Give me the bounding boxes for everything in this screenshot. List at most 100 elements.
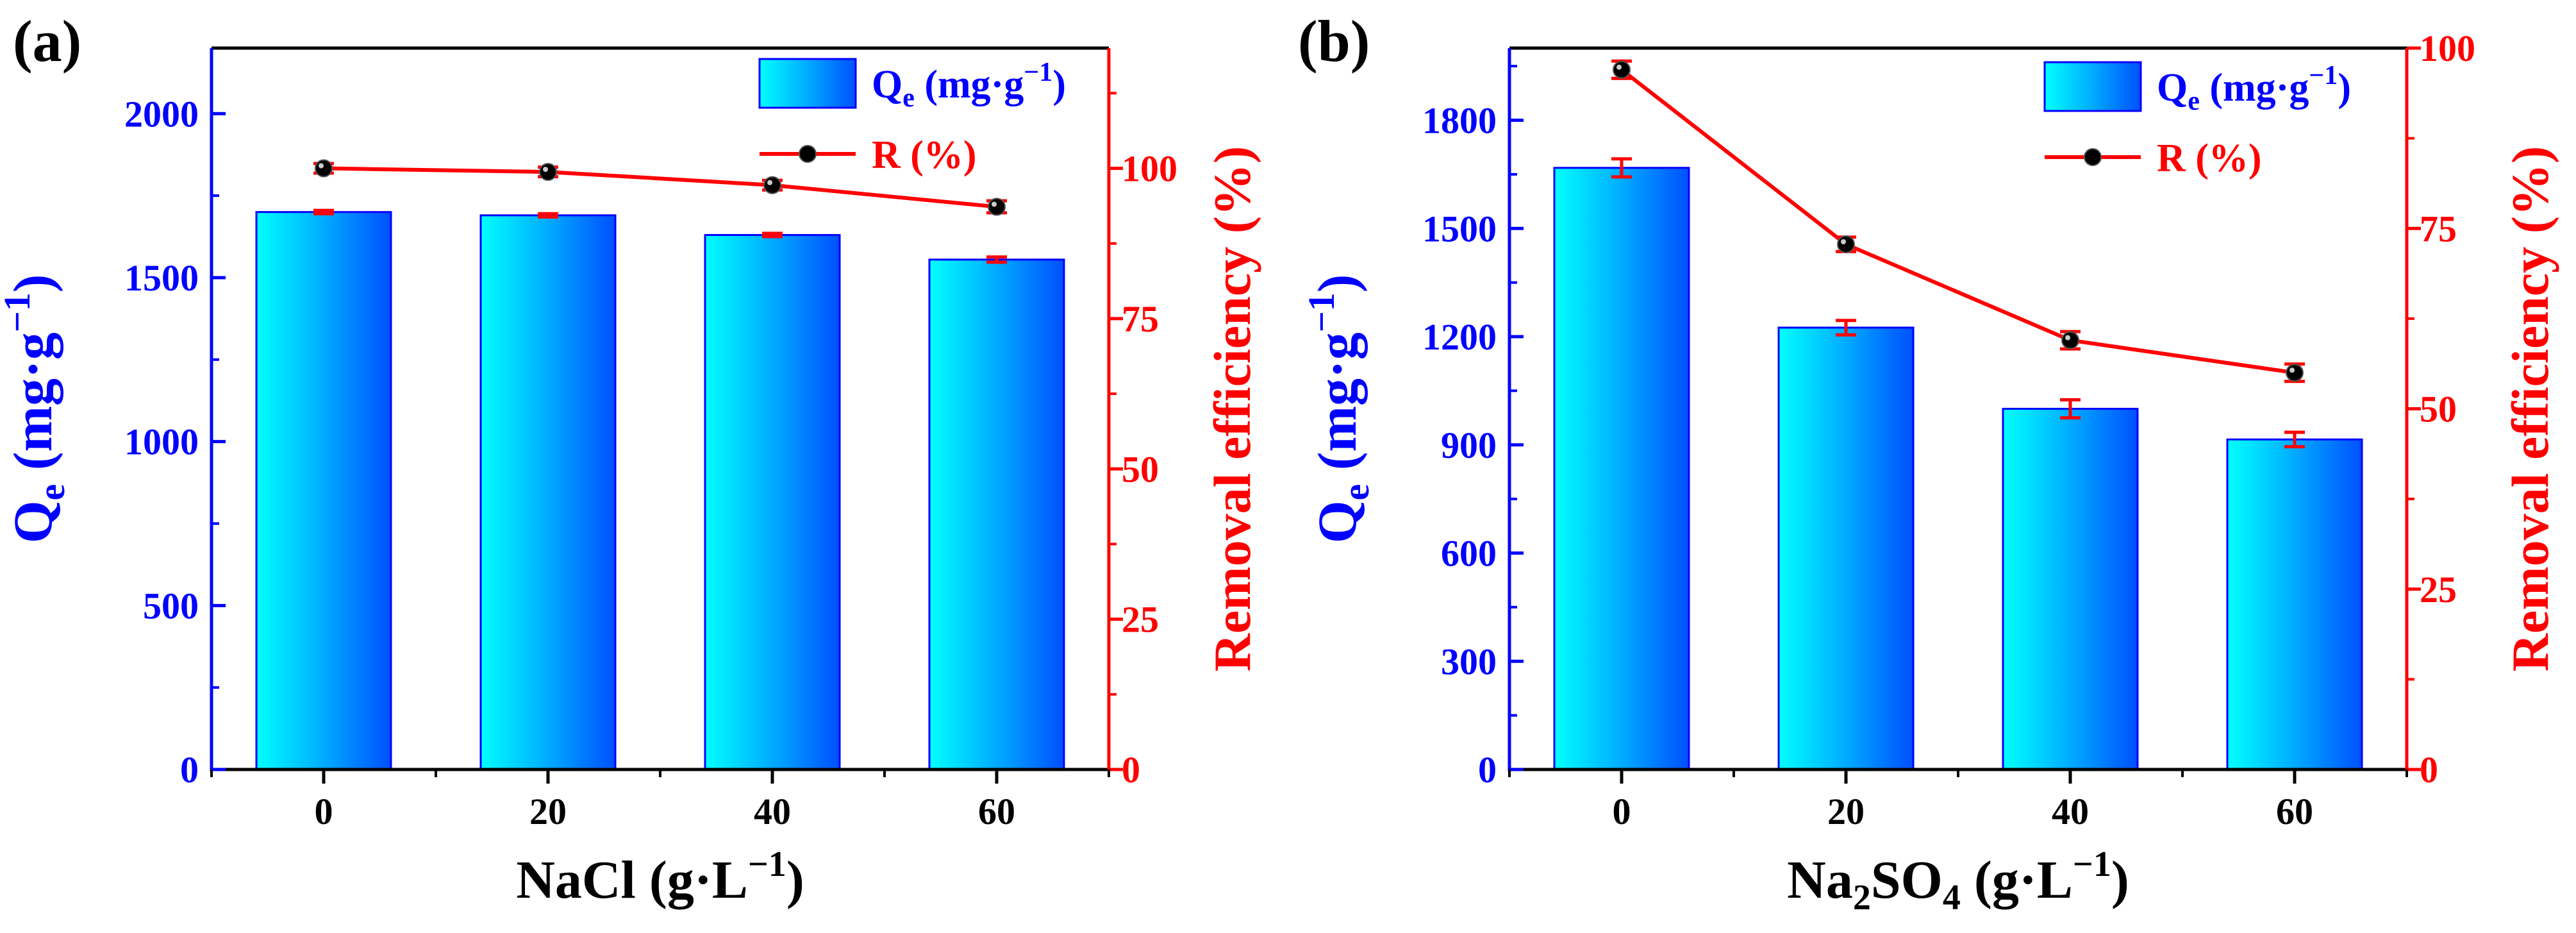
line-point [763, 176, 781, 194]
right-tick-label: 0 [1122, 749, 1140, 791]
x-axis-title: NaCl (g·L−1) [516, 845, 804, 910]
right-tick-label: 50 [1122, 448, 1159, 490]
left-tick-label: 1200 [1422, 316, 1497, 358]
right-tick-label: 75 [1122, 298, 1159, 340]
legend-bar-label-sub: e [902, 83, 915, 113]
x-tick-label: 40 [754, 791, 791, 832]
legend-bar-label-part: ) [2338, 66, 2351, 110]
line-point-highlight [1841, 239, 1846, 244]
left-tick-label: 1800 [1422, 100, 1497, 142]
y-axis-title-part: (mg·g [1306, 332, 1368, 483]
legend-bar-label-part: ) [1052, 63, 1066, 106]
x-tick-label: 60 [978, 791, 1015, 832]
legend-bar-label-part: (mg·g [2200, 66, 2309, 110]
legend-bar-label-part: Q [2157, 66, 2188, 110]
x-tick-label: 60 [2276, 791, 2313, 832]
legend-bar-label-sub: e [2188, 87, 2200, 116]
left-tick-label: 500 [143, 585, 199, 626]
line-point-highlight [1616, 64, 1622, 70]
right-tick-label: 100 [2420, 28, 2475, 69]
x-tick-label: 0 [1613, 791, 1631, 832]
legend-bar-swatch [2043, 61, 2142, 112]
x-tick-label: 20 [1827, 791, 1865, 832]
line-point-highlight [543, 167, 548, 172]
left-tick-label: 1500 [1422, 208, 1497, 249]
legend-bar-label-part: (mg·g [915, 63, 1024, 106]
x-axis-title-part: NaCl (g·L [516, 850, 748, 910]
line-point [539, 163, 557, 181]
left-tick-label: 0 [180, 749, 199, 791]
legend-bar-label-sup: −1 [1024, 58, 1052, 87]
y-axis-title-sup: −1 [0, 292, 38, 332]
y-axis-title-sup: −1 [1300, 292, 1342, 332]
bar [1553, 167, 1690, 771]
x-axis-title-part: (g·L [1961, 850, 2073, 910]
bar [928, 258, 1065, 771]
line-point [1837, 235, 1855, 253]
line-point [2286, 364, 2304, 382]
right-tick-label: 50 [2420, 389, 2457, 430]
bar [1777, 326, 1915, 771]
line-point [988, 198, 1006, 216]
y-axis-title-right: Removal efficiency (%) [2501, 146, 2559, 672]
x-axis-title-part: ) [786, 850, 804, 910]
bar [479, 214, 617, 771]
bar-error-bar [986, 255, 1007, 264]
bar [2002, 408, 2139, 771]
left-tick-label: 2000 [124, 93, 199, 135]
bar [704, 233, 841, 771]
right-tick-label: 25 [1122, 599, 1159, 641]
legend-line-label: R (%) [872, 133, 977, 177]
legend-bar-swatch [758, 58, 857, 109]
x-axis-title-sub: 4 [1943, 878, 1961, 918]
legend-line-marker [799, 145, 817, 163]
left-tick-label: 0 [1478, 749, 1497, 791]
bar-error-bar [762, 231, 783, 239]
x-axis-title: Na2SO4 (g·L−1) [1787, 845, 2129, 918]
y-axis-title-part: ) [1306, 274, 1368, 293]
x-tick-label: 0 [315, 791, 333, 832]
left-tick-label: 1500 [124, 257, 199, 299]
x-axis-title-sup: −1 [2073, 845, 2111, 884]
legend-line-marker [2084, 148, 2102, 166]
bar-error-bar [313, 208, 334, 215]
legend-line-label: R (%) [2157, 137, 2262, 180]
left-tick-label: 600 [1441, 533, 1497, 575]
line-point-highlight [319, 163, 324, 169]
x-axis-title-sup: −1 [748, 845, 786, 884]
panel-label: (a) [13, 8, 81, 74]
y-axis-title-part: (mg·g [2, 332, 63, 483]
x-axis-title-part: ) [2111, 850, 2129, 910]
y-axis-title-part: Q [2, 501, 63, 544]
x-axis-title-part: Na [1787, 850, 1853, 910]
x-axis-title-part: SO [1871, 850, 1943, 910]
left-tick-label: 900 [1441, 424, 1497, 466]
y-axis-title-right: Removal efficiency (%) [1203, 146, 1261, 672]
bar [255, 211, 392, 771]
x-axis-title-sub: 2 [1853, 878, 1871, 918]
panel-label: (b) [1298, 8, 1370, 74]
line-point-highlight [767, 180, 772, 185]
y-axis-title-sub: e [31, 484, 72, 501]
y-axis-title-part: Q [1306, 501, 1368, 544]
y-axis-title-left: Qe (mg·g−1) [1300, 274, 1377, 544]
bar [2226, 438, 2363, 771]
x-tick-label: 20 [529, 791, 567, 832]
line-point-highlight [992, 201, 997, 207]
line-point [2061, 331, 2079, 349]
bar-error-bar [538, 212, 558, 219]
right-tick-label: 25 [2420, 569, 2457, 610]
bar-error-bar [1611, 157, 1632, 179]
legend-bar-label: Qe (mg·g−1) [872, 58, 1066, 113]
line-series [1620, 68, 2295, 375]
legend: Qe (mg·g−1) R (%) [2043, 61, 2351, 180]
legend-bar-label: Qe (mg·g−1) [2157, 61, 2351, 116]
line-point-highlight [2065, 335, 2070, 340]
line-point-highlight [2289, 367, 2295, 373]
line-series [323, 166, 997, 209]
y-axis-title-part: ) [2, 274, 63, 293]
left-tick-label: 300 [1441, 641, 1497, 682]
line-point [315, 159, 333, 178]
